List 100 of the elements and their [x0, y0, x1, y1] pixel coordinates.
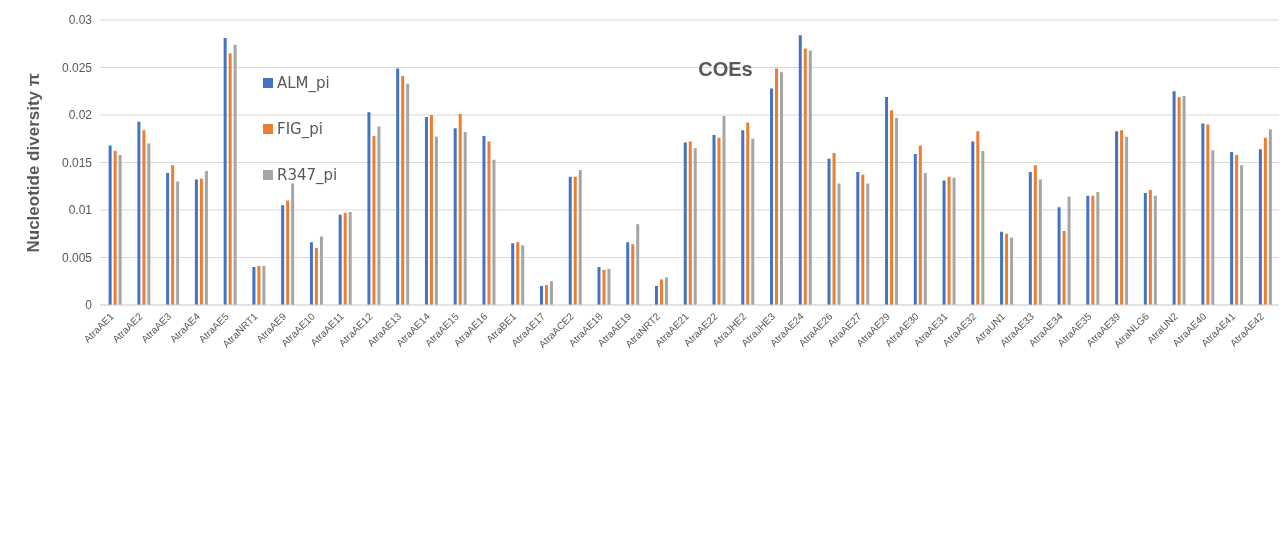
bar: [396, 68, 400, 305]
bar: [942, 180, 946, 305]
bar: [803, 48, 807, 305]
bar: [1033, 165, 1037, 305]
bar: [693, 148, 697, 305]
y-tick-label: 0.015: [61, 155, 93, 170]
bar: [1201, 123, 1205, 305]
bar: [118, 154, 122, 305]
y-tick-label: 0.03: [68, 13, 93, 28]
bar: [147, 143, 151, 305]
bar: [861, 174, 865, 305]
bar: [1268, 129, 1272, 305]
bar: [348, 211, 352, 305]
bar: [286, 200, 290, 305]
bar: [664, 277, 668, 305]
y-tick-label: 0.01: [68, 203, 93, 218]
bar: [808, 50, 812, 305]
bar: [683, 142, 687, 305]
text: COEs: [698, 58, 753, 80]
bar: [981, 151, 985, 305]
bar: [1211, 150, 1215, 305]
bar: [923, 172, 927, 305]
bar: [1028, 172, 1032, 305]
bar: [636, 224, 640, 305]
bar: [890, 110, 894, 305]
bar: [487, 141, 491, 305]
bar: [659, 279, 663, 305]
bar: [137, 121, 141, 305]
bar: [1115, 131, 1119, 305]
bar: [832, 153, 836, 305]
bar: [971, 141, 975, 305]
bar: [453, 128, 457, 305]
bar: [607, 268, 611, 305]
legend-label: FIG_pi: [277, 120, 323, 138]
bar: [314, 248, 318, 305]
bar: [1206, 124, 1210, 305]
bar: [780, 72, 784, 305]
bar: [827, 158, 831, 305]
bar: [597, 267, 601, 305]
bar: [142, 130, 146, 305]
bar: [712, 134, 716, 305]
bar: [166, 172, 170, 305]
bar: [770, 88, 774, 305]
bar: [1240, 165, 1244, 305]
bar: [717, 137, 721, 305]
bar: [1010, 237, 1014, 305]
bar: [401, 76, 405, 305]
bar: [429, 115, 433, 305]
bar: [1263, 137, 1267, 305]
bar: [549, 281, 553, 305]
bar: [746, 122, 750, 305]
bar: [895, 117, 899, 305]
bar: [539, 286, 543, 305]
bar: [741, 130, 745, 305]
bar: [424, 116, 428, 305]
bar: [1038, 179, 1042, 305]
bar: [516, 242, 520, 305]
bar: [482, 135, 486, 305]
bar: [654, 286, 658, 305]
bar: [338, 214, 342, 305]
bar: [281, 205, 285, 305]
bar: [1096, 191, 1100, 305]
bar: [233, 44, 237, 305]
bar: [602, 269, 606, 305]
bar: [947, 176, 951, 305]
legend-label: R347_pi: [277, 166, 338, 184]
bar: [1091, 195, 1095, 305]
bar: [309, 242, 313, 305]
bar: [751, 138, 755, 305]
bar: [291, 183, 295, 305]
bar: [1258, 149, 1262, 305]
bar: [228, 53, 232, 305]
bar: [257, 266, 261, 305]
bar: [1177, 96, 1181, 305]
bar: [319, 236, 323, 305]
bar: [458, 114, 462, 305]
bar: [406, 83, 410, 305]
bar: [918, 145, 922, 305]
bar: [1086, 195, 1090, 305]
bar: [1182, 96, 1186, 305]
bar: [1153, 195, 1157, 305]
bar: [343, 212, 347, 305]
bar: [1005, 233, 1009, 305]
bar: [377, 126, 381, 305]
bar: [578, 170, 582, 305]
bar: [544, 285, 548, 305]
bar: [367, 112, 371, 305]
bar: [1235, 154, 1239, 305]
y-tick-label: 0: [85, 298, 93, 313]
bar: [223, 38, 227, 305]
bar: [521, 245, 525, 305]
bar: [492, 159, 496, 305]
bar: [262, 266, 266, 305]
bar: [1057, 207, 1061, 305]
bar: [573, 176, 577, 305]
bar: [113, 151, 117, 305]
bar: [1067, 196, 1071, 305]
bar: [952, 177, 956, 305]
bar: [434, 136, 438, 305]
legend-label: ALM_pi: [277, 74, 330, 92]
